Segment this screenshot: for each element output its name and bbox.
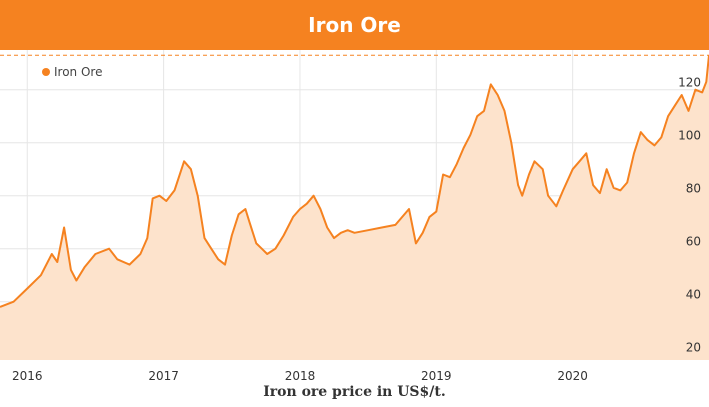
chart-title-bar: Iron Ore — [0, 0, 709, 50]
chart-area: 20 40 60 80 100 120 2016 2017 2018 2019 2020 Iron… — [0, 50, 709, 383]
area-layer — [0, 55, 709, 361]
x-axis-ticks: 2016 2017 2018 2019 2020 — [12, 369, 588, 383]
chart-caption: Iron ore price in US$/t. — [263, 384, 446, 400]
x-tick-label: 2018 — [285, 369, 316, 383]
line-layer — [0, 55, 709, 308]
x-tick-label: 2016 — [12, 369, 43, 383]
y-tick-label: 80 — [686, 182, 701, 196]
x-tick-label: 2020 — [557, 369, 588, 383]
y-tick-label: 20 — [686, 341, 701, 355]
legend-marker — [42, 68, 50, 76]
series-area-iron-ore — [0, 55, 709, 361]
y-tick-label: 60 — [686, 235, 701, 249]
y-tick-label: 120 — [678, 76, 701, 90]
legend: Iron Ore — [42, 65, 102, 79]
x-tick-label: 2017 — [148, 369, 179, 383]
y-tick-label: 40 — [686, 288, 701, 302]
y-axis-ticks: 20 40 60 80 100 120 — [678, 76, 701, 355]
series-line-iron-ore — [0, 55, 709, 308]
x-tick-label: 2019 — [421, 369, 452, 383]
chart-title: Iron Ore — [308, 13, 401, 37]
legend-label: Iron Ore — [54, 65, 102, 79]
y-tick-label: 100 — [678, 129, 701, 143]
